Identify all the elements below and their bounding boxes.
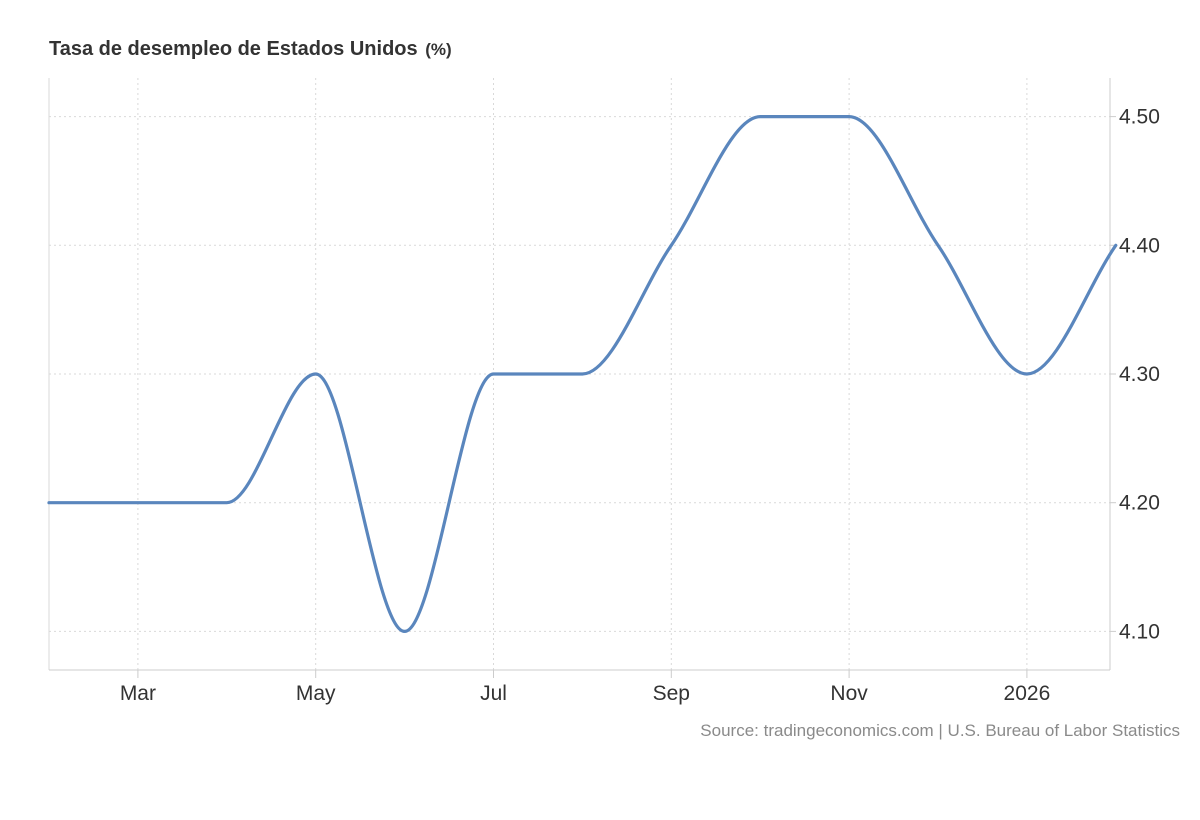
tick-labels: 4.10 4.20 4.30 4.40 4.50 Mar May Jul Sep Nov 2026	[120, 106, 1160, 705]
series	[47, 114, 1118, 633]
source-note: Source: tradingeconomics.com | U.S. Bure…	[700, 721, 1180, 740]
x-tick-label: 2026	[1004, 682, 1051, 705]
chart-unit: (%)	[425, 40, 452, 59]
y-tick-label: 4.40	[1119, 234, 1160, 257]
series-line	[47, 114, 1118, 633]
x-tick-label: Jul	[480, 682, 507, 705]
y-tick-label: 4.20	[1119, 492, 1160, 515]
x-tick-label: Mar	[120, 682, 156, 705]
x-tick-label: Nov	[830, 682, 868, 705]
x-tick-label: May	[296, 682, 336, 705]
y-tick-label: 4.30	[1119, 363, 1160, 386]
x-tick-label: Sep	[653, 682, 690, 705]
y-tick-label: 4.10	[1119, 620, 1160, 643]
axes	[48, 78, 1116, 678]
y-tick-label: 4.50	[1119, 106, 1160, 129]
chart-title: Tasa de desempleo de Estados Unidos (%)	[49, 38, 452, 61]
chart-title-text: Tasa de desempleo de Estados Unidos	[49, 38, 418, 60]
